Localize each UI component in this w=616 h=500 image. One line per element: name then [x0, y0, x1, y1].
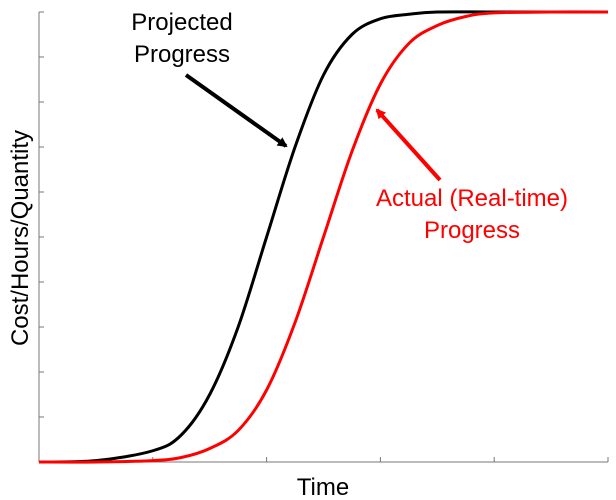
projected-arrow [184, 73, 288, 148]
actual-annotation-line2: Progress [424, 217, 520, 244]
projected-annotation-line2: Progress [134, 41, 230, 68]
y-axis-label: Cost/Hours/Quantity [7, 130, 34, 346]
actual-annotation-line1: Actual (Real-time) [376, 185, 568, 212]
actual-annotation: Actual (Real-time) Progress [375, 108, 568, 244]
projected-progress-line [38, 10, 608, 464]
actual-arrow [375, 108, 442, 182]
actual-progress-line [38, 10, 609, 464]
projected-annotation: Projected Progress [131, 9, 288, 148]
projected-annotation-line1: Projected [131, 9, 232, 36]
x-axis-label: Time [297, 474, 349, 500]
